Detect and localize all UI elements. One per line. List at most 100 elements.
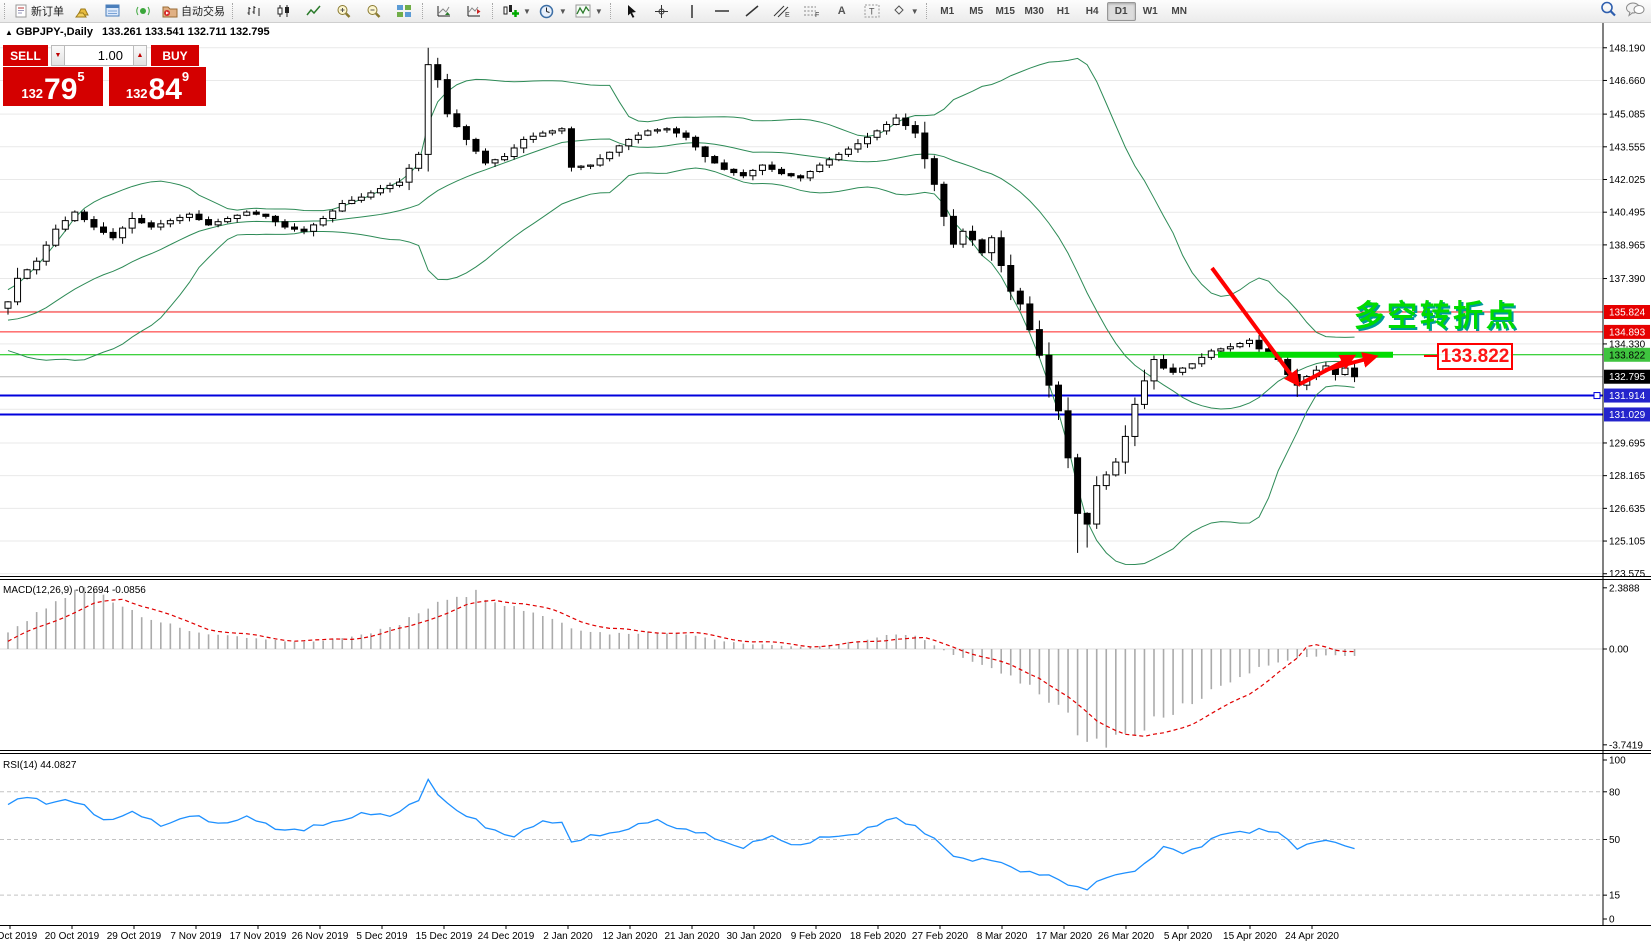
chevron-down-icon: ▼ <box>558 6 567 16</box>
svg-text:138.965: 138.965 <box>1609 240 1646 251</box>
rsi-pane[interactable]: RSI(14) 44.0827 <box>0 760 1603 896</box>
buy-price-display[interactable]: 132 84 9 <box>109 67 206 106</box>
shapes-dropdown[interactable]: ▼ <box>887 1 923 22</box>
vertical-line-tool-icon[interactable] <box>677 1 707 22</box>
cursor-tool-icon[interactable] <box>617 1 647 22</box>
candle-chart-mode-icon[interactable] <box>269 1 299 22</box>
tab-h4[interactable]: H4 <box>1085 5 1099 17</box>
new-order-label: 新订单 <box>31 6 64 18</box>
indicators-dropdown[interactable]: ▼ <box>571 1 607 22</box>
toolbar-grip <box>609 3 614 19</box>
toolbar-grip <box>925 3 930 19</box>
svg-text:80: 80 <box>1609 787 1621 798</box>
autotrading-icon <box>162 4 178 18</box>
label-tool-icon[interactable]: T <box>857 1 887 22</box>
line-chart-mode-icon[interactable] <box>299 1 329 22</box>
new-order-button[interactable]: 新订单 <box>11 1 68 22</box>
toolbar-grip <box>422 3 426 19</box>
red-arrow-2[interactable] <box>1324 352 1379 372</box>
channel-tool-icon[interactable]: E <box>767 1 797 22</box>
svg-text:2.3888: 2.3888 <box>1609 583 1640 594</box>
sell-price-display[interactable]: 132 79 5 <box>3 67 103 106</box>
auto-scroll-icon[interactable] <box>429 1 459 22</box>
price-badge-131.914 <box>1604 388 1650 403</box>
macd-label: MACD(12,26,9) -0.2694 -0.0856 <box>3 585 146 596</box>
trendline-tool-icon[interactable] <box>737 1 767 22</box>
fibonacci-tool-icon[interactable]: F <box>797 1 827 22</box>
chart-window[interactable]: MACD(12,26,9) -0.2694 -0.0856 RSI(14) 44.… <box>0 23 1651 942</box>
svg-text:18 Feb 2020: 18 Feb 2020 <box>850 931 907 942</box>
svg-text:131.029: 131.029 <box>1609 410 1646 421</box>
svg-text:5 Apr 2020: 5 Apr 2020 <box>1164 931 1213 942</box>
rsi-line <box>7 778 1355 891</box>
symbol-expand-icon: ▲ <box>5 28 13 37</box>
tile-windows-icon[interactable] <box>389 1 419 22</box>
svg-text:140.495: 140.495 <box>1609 208 1646 219</box>
search-icon[interactable] <box>1600 1 1617 22</box>
chart-canvas[interactable]: MACD(12,26,9) -0.2694 -0.0856 RSI(14) 44.… <box>0 23 1651 942</box>
svg-text:26 Mar 2020: 26 Mar 2020 <box>1098 931 1155 942</box>
svg-text:126.635: 126.635 <box>1609 504 1646 515</box>
svg-text:133.822: 133.822 <box>1609 350 1646 361</box>
signal-icon[interactable] <box>128 1 158 22</box>
red-arrow-0[interactable] <box>1210 266 1300 387</box>
new-order-icon <box>15 4 28 18</box>
svg-text:24 Apr 2020: 24 Apr 2020 <box>1285 931 1339 942</box>
chinese-annotation[interactable]: 多空转折点 <box>1354 300 1519 333</box>
svg-text:E: E <box>785 12 790 18</box>
tab-m15[interactable]: M15 <box>995 5 1015 17</box>
sell-button[interactable]: SELL <box>3 45 48 66</box>
autotrading-label: 自动交易 <box>181 6 225 18</box>
macd-pane[interactable]: MACD(12,26,9) -0.2694 -0.0856 <box>0 585 1603 748</box>
svg-text:15 Apr 2020: 15 Apr 2020 <box>1223 931 1277 942</box>
tab-m5[interactable]: M5 <box>969 5 984 17</box>
tab-m30[interactable]: M30 <box>1024 5 1044 17</box>
tab-m1[interactable]: M1 <box>940 5 955 17</box>
tab-d1[interactable]: D1 <box>1106 1 1136 21</box>
sell-price-point: 5 <box>77 69 85 84</box>
tab-mn[interactable]: MN <box>1171 5 1187 17</box>
toolbar-grip <box>4 3 8 19</box>
gold-icon[interactable] <box>68 1 98 22</box>
price-badge-134.893 <box>1604 324 1650 339</box>
tab-w1[interactable]: W1 <box>1142 5 1158 17</box>
volume-decrease-button[interactable]: ▼ <box>51 45 65 66</box>
price-badge-132.795 <box>1604 369 1650 384</box>
tab-h1[interactable]: H1 <box>1056 5 1070 17</box>
svg-text:24 Dec 2019: 24 Dec 2019 <box>478 931 535 942</box>
bar-chart-mode-icon[interactable] <box>239 1 269 22</box>
svg-text:0: 0 <box>1609 915 1615 926</box>
chat-icon[interactable] <box>1625 1 1645 22</box>
symbol-ohlc: 133.261 133.541 132.711 132.795 <box>102 26 270 38</box>
zoom-out-icon[interactable] <box>359 1 389 22</box>
chevron-down-icon: ▼ <box>523 6 531 16</box>
svg-text:29 Oct 2019: 29 Oct 2019 <box>107 931 162 942</box>
volume-increase-button[interactable]: ▲ <box>133 45 147 66</box>
chart-shift-icon[interactable] <box>459 1 489 22</box>
buy-price-figure: 132 <box>125 86 148 101</box>
price-level-callout[interactable]: 133.822 <box>1437 343 1513 370</box>
zoom-in-icon[interactable] <box>329 1 359 22</box>
one-click-trade-panel: SELL ▼ 1.00 ▲ BUY 132 79 5 132 84 9 <box>3 45 209 106</box>
svg-text:146.660: 146.660 <box>1609 76 1646 87</box>
sell-price-figure: 132 <box>21 86 44 101</box>
chevron-down-icon: ▼ <box>910 6 919 16</box>
chevron-down-icon: ▼ <box>594 6 603 16</box>
svg-text:0.00: 0.00 <box>1609 645 1629 656</box>
horizontal-line-tool-icon[interactable] <box>707 1 737 22</box>
text-tool-icon[interactable]: A <box>837 5 846 17</box>
toolbar-grip <box>492 3 496 19</box>
svg-text:7 Nov 2019: 7 Nov 2019 <box>170 931 222 942</box>
crosshair-tool-icon[interactable] <box>647 1 677 22</box>
bollinger-bands <box>7 57 1355 566</box>
volume-input[interactable]: 1.00 <box>65 45 133 66</box>
market-watch-icon[interactable] <box>98 1 128 22</box>
new-chart-dropdown[interactable]: ▼ <box>499 1 535 22</box>
price-pane[interactable] <box>0 47 1603 575</box>
trendline-handle[interactable] <box>1593 392 1601 400</box>
svg-text:26 Nov 2019: 26 Nov 2019 <box>292 931 349 942</box>
periods-dropdown[interactable]: ▼ <box>535 1 571 22</box>
autotrading-button[interactable]: 自动交易 <box>158 1 229 22</box>
svg-text:128.165: 128.165 <box>1609 471 1646 482</box>
buy-button[interactable]: BUY <box>151 45 199 66</box>
